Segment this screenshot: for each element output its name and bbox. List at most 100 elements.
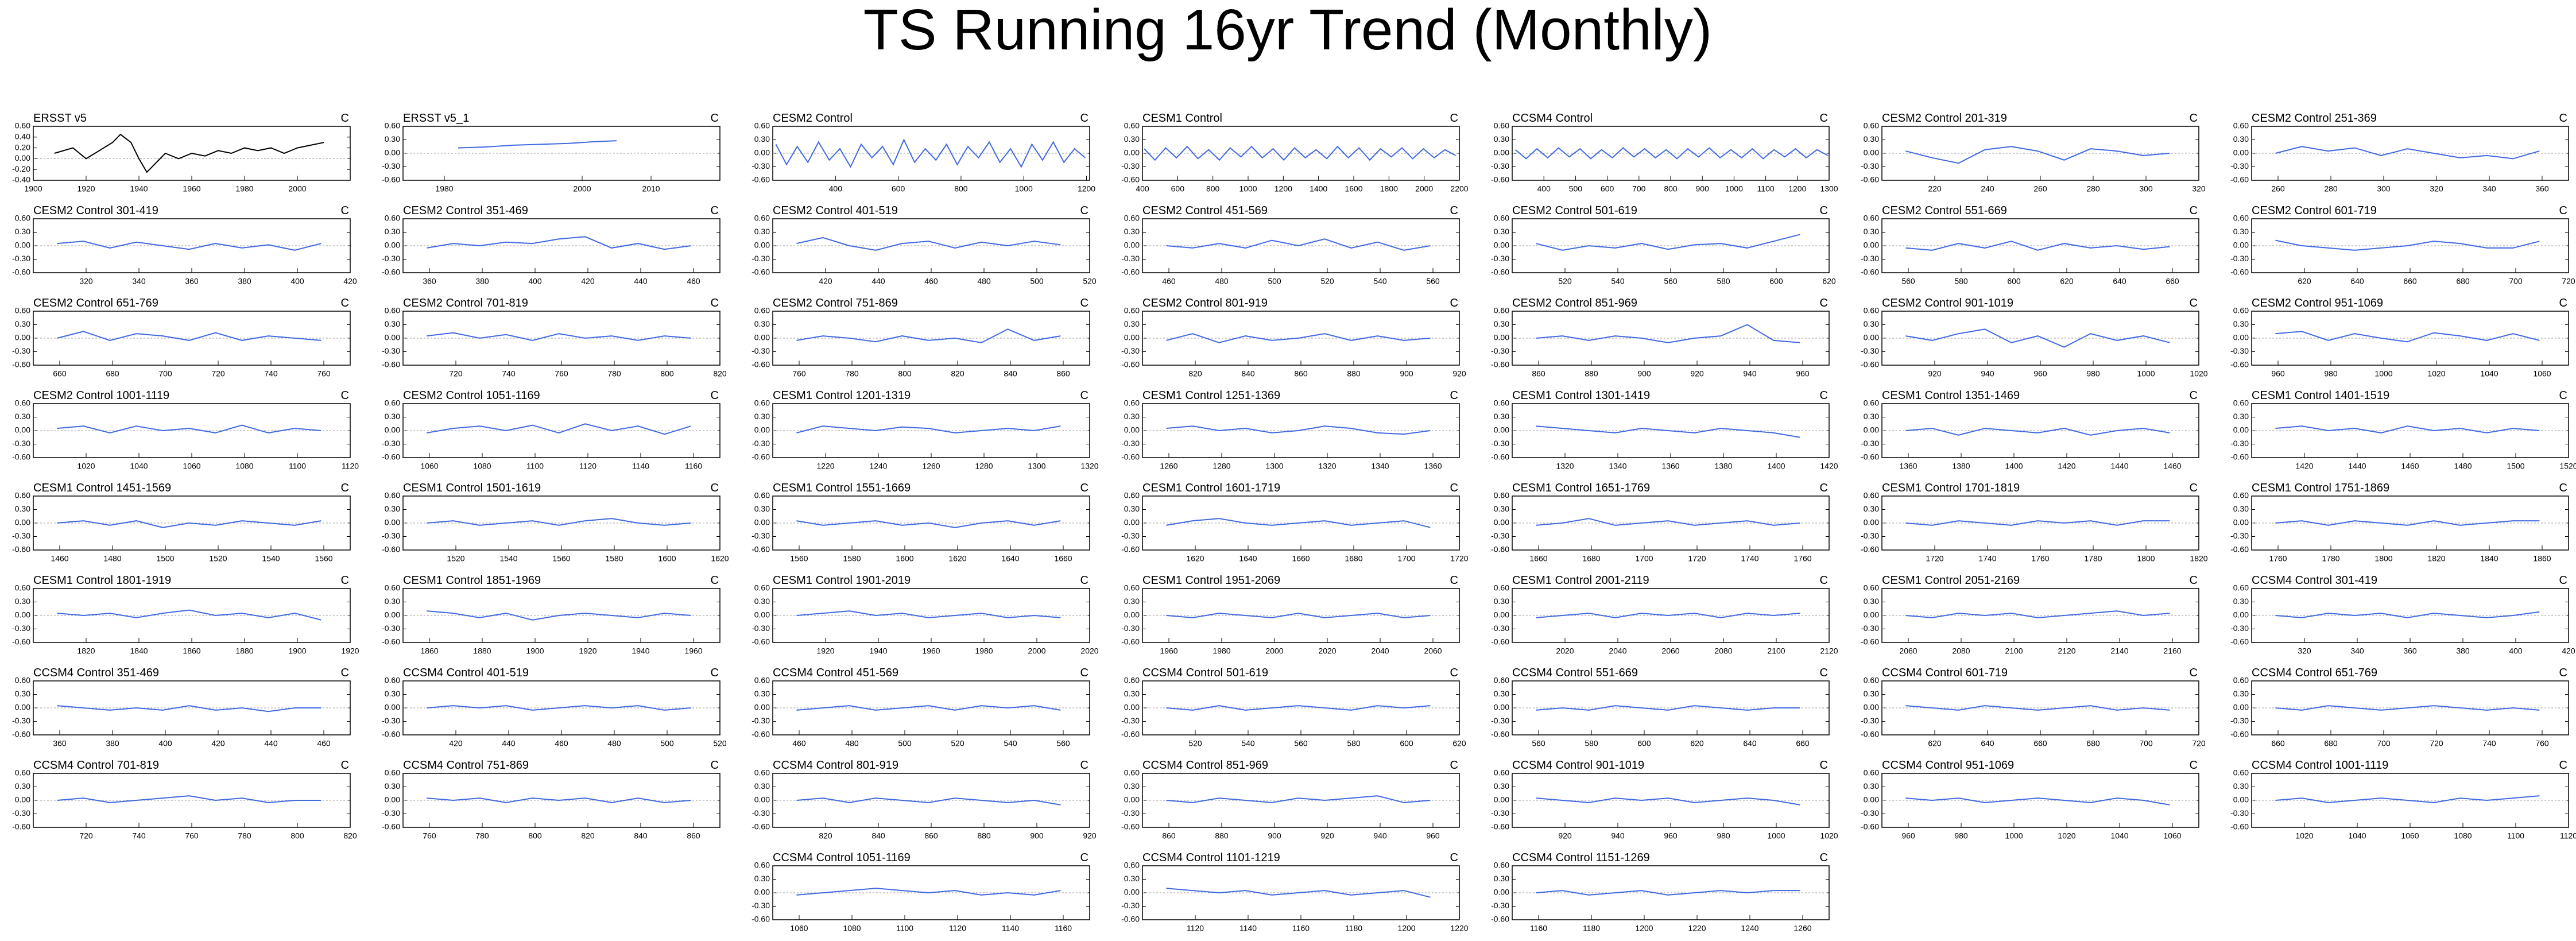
y-tick-label: -0.60 bbox=[1861, 360, 1879, 369]
y-tick-label: 0.00 bbox=[385, 795, 400, 804]
y-tick-label: 0.30 bbox=[385, 781, 400, 791]
plot-frame bbox=[33, 588, 351, 643]
panel-units: C bbox=[711, 389, 719, 402]
x-tick-label: 820 bbox=[951, 369, 964, 378]
data-line bbox=[1536, 425, 1800, 438]
x-tick-label: 280 bbox=[2086, 184, 2100, 193]
x-tick-label: 980 bbox=[2324, 369, 2338, 378]
x-tick-label: 680 bbox=[2086, 739, 2100, 748]
panel-units: C bbox=[2559, 204, 2567, 217]
plot-frame bbox=[1512, 680, 1830, 735]
y-tick-label: 0.30 bbox=[2233, 412, 2249, 421]
panel-title: CCSM4 Control 751-869 bbox=[403, 759, 529, 772]
y-tick-label: 0.60 bbox=[754, 768, 770, 777]
panel-title: CESM2 Control 301-419 bbox=[33, 204, 158, 217]
y-tick-label: 0.60 bbox=[1494, 861, 1509, 870]
y-tick-label: 0.00 bbox=[2233, 518, 2249, 527]
y-tick-label: 0.00 bbox=[1494, 518, 1509, 527]
x-tick-label: 1300 bbox=[1820, 184, 1838, 193]
y-tick-label: 0.60 bbox=[1124, 214, 1140, 223]
x-tick-label: 540 bbox=[1373, 277, 1387, 286]
x-tick-label: 500 bbox=[660, 739, 674, 748]
y-tick-label: 0.00 bbox=[2233, 333, 2249, 342]
x-tick-label: 1380 bbox=[1714, 462, 1732, 471]
panel-units: C bbox=[711, 297, 719, 309]
plot-frame bbox=[1512, 311, 1830, 366]
y-tick-label: -0.60 bbox=[1121, 637, 1140, 646]
y-tick-label: 0.30 bbox=[2233, 227, 2249, 236]
y-tick-label: 0.00 bbox=[385, 703, 400, 712]
y-tick-label: 0.30 bbox=[1494, 504, 1509, 513]
panel-units: C bbox=[1820, 112, 1828, 125]
y-tick-label: -0.60 bbox=[1861, 452, 1879, 462]
data-line bbox=[1905, 146, 2170, 164]
y-tick-label: -0.60 bbox=[2230, 268, 2249, 277]
y-tick-label: -0.30 bbox=[2230, 531, 2249, 540]
x-tick-label: 1440 bbox=[2348, 462, 2366, 471]
y-tick-label: -0.60 bbox=[1121, 730, 1140, 739]
x-tick-label: 840 bbox=[634, 831, 648, 841]
x-tick-label: 660 bbox=[2033, 739, 2047, 748]
x-tick-label: 900 bbox=[1637, 369, 1651, 378]
y-tick-label: -0.30 bbox=[382, 346, 400, 355]
y-tick-label: -0.40 bbox=[12, 175, 30, 184]
panel-title: CCSM4 Control 451-569 bbox=[773, 667, 898, 679]
panel-units: C bbox=[1820, 851, 1828, 864]
panel-units: C bbox=[1450, 574, 1458, 587]
panel-title: CCSM4 Control 551-669 bbox=[1512, 667, 1638, 679]
y-tick-label: 0.30 bbox=[2233, 134, 2249, 144]
x-tick-label: 1760 bbox=[1793, 554, 1811, 563]
x-tick-label: 600 bbox=[1400, 739, 1413, 748]
y-tick-label: -0.30 bbox=[752, 808, 770, 818]
panel-title: CCSM4 Control 351-469 bbox=[33, 667, 159, 679]
x-tick-label: 2200 bbox=[1450, 184, 1468, 193]
panel-units: C bbox=[2559, 389, 2567, 402]
x-tick-label: 1980 bbox=[235, 184, 253, 193]
y-tick-label: 0.60 bbox=[1124, 121, 1140, 130]
y-tick-label: 0.30 bbox=[1494, 874, 1509, 883]
x-tick-label: 1060 bbox=[420, 462, 438, 471]
panel-title: CCSM4 Control 701-819 bbox=[33, 759, 159, 772]
plot-frame bbox=[772, 495, 1090, 551]
y-tick-label: 0.30 bbox=[754, 227, 770, 236]
y-tick-label: -0.60 bbox=[12, 637, 30, 646]
y-tick-label: -0.30 bbox=[12, 716, 30, 725]
y-tick-label: 0.60 bbox=[1864, 214, 1879, 223]
y-tick-label: 0.00 bbox=[754, 888, 770, 897]
x-tick-label: 720 bbox=[79, 831, 93, 841]
plot-frame bbox=[1881, 588, 2199, 643]
y-tick-label: 0.60 bbox=[15, 214, 30, 223]
x-tick-label: 860 bbox=[1056, 369, 1070, 378]
panel-title: CCSM4 Control 1101-1219 bbox=[1142, 851, 1280, 864]
y-tick-label: -0.30 bbox=[2230, 808, 2249, 818]
y-tick-label: -0.60 bbox=[382, 360, 400, 369]
x-tick-label: 880 bbox=[1215, 831, 1229, 841]
panel-units: C bbox=[711, 112, 719, 125]
y-tick-label: -0.60 bbox=[2230, 730, 2249, 739]
x-tick-label: 1900 bbox=[24, 184, 42, 193]
x-tick-label: 2000 bbox=[573, 184, 591, 193]
y-tick-label: 0.00 bbox=[2233, 241, 2249, 250]
x-tick-label: 1540 bbox=[499, 554, 517, 563]
panel-units: C bbox=[1080, 667, 1088, 679]
x-tick-label: 600 bbox=[1171, 184, 1185, 193]
y-tick-label: -0.60 bbox=[2230, 452, 2249, 462]
panel-units: C bbox=[2190, 204, 2198, 217]
x-tick-label: 420 bbox=[449, 739, 463, 748]
x-tick-label: 1140 bbox=[632, 462, 649, 471]
x-tick-label: 420 bbox=[343, 277, 357, 286]
x-tick-label: 2000 bbox=[1415, 184, 1433, 193]
y-tick-label: 0.00 bbox=[1864, 241, 1879, 250]
y-tick-label: 0.30 bbox=[754, 134, 770, 144]
panel-units: C bbox=[711, 204, 719, 217]
x-tick-label: 1320 bbox=[1080, 462, 1098, 471]
x-tick-label: 1080 bbox=[235, 462, 253, 471]
x-tick-label: 1100 bbox=[289, 462, 306, 471]
y-tick-label: 0.00 bbox=[385, 333, 400, 342]
x-tick-label: 440 bbox=[634, 277, 648, 286]
x-tick-label: 1240 bbox=[869, 462, 887, 471]
panel-units: C bbox=[1450, 759, 1458, 772]
y-tick-label: 0.60 bbox=[2233, 398, 2249, 408]
x-tick-label: 580 bbox=[1717, 277, 1730, 286]
panel-units: C bbox=[1450, 482, 1458, 494]
